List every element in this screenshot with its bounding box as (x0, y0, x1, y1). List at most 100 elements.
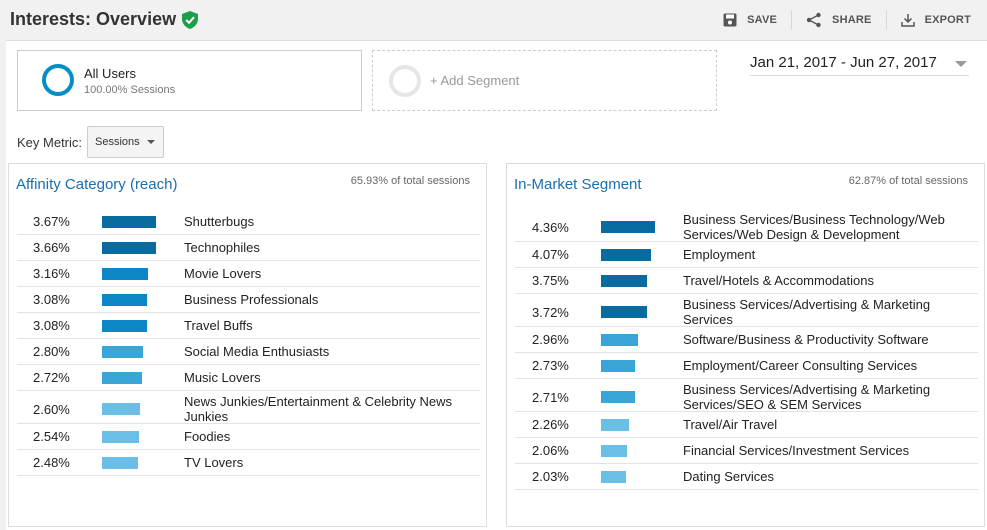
row-percent: 3.66% (33, 240, 70, 255)
affinity-table: Affinity Category (reach) 65.93% of tota… (8, 163, 487, 527)
row-bar (102, 216, 156, 228)
affinity-rows: 3.67% Shutterbugs 3.66% Technophiles 3.16% Mo… (17, 209, 480, 476)
table-row[interactable]: 2.54% Foodies (17, 424, 480, 450)
divider (885, 10, 887, 30)
export-icon (900, 14, 915, 27)
header-actions: SAVE SHARE EXPORT (709, 10, 971, 30)
row-bar (102, 294, 147, 306)
row-label: Business Services/Business Technology/We… (683, 212, 945, 242)
share-icon (806, 12, 821, 28)
row-bar (102, 268, 148, 280)
add-segment-button[interactable]: + Add Segment (372, 50, 717, 111)
row-label: Travel/Air Travel (683, 417, 778, 432)
row-percent: 3.08% (33, 292, 70, 307)
table-row[interactable]: 2.71% Business Services/Advertising & Mar… (515, 379, 978, 412)
row-bar (601, 221, 655, 233)
page-title: Interests: Overview (10, 9, 199, 30)
table-row[interactable]: 3.16% Movie Lovers (17, 261, 480, 287)
share-label: SHARE (832, 14, 872, 26)
row-bar (102, 242, 156, 254)
row-label: Business Professionals (184, 292, 319, 307)
row-label: Business Services/Advertising & Marketin… (683, 297, 931, 327)
affinity-title-link[interactable]: Affinity Category (reach) (16, 176, 178, 193)
table-row[interactable]: 3.08% Travel Buffs (17, 313, 480, 339)
report-panel: All Users 100.00% Sessions + Add Segment… (6, 40, 987, 530)
date-range-text: Jan 21, 2017 - Jun 27, 2017 (750, 54, 937, 71)
table-row[interactable]: 2.60% News Junkies/Entertainment & Celebr… (17, 391, 480, 424)
row-label: Technophiles (184, 240, 260, 255)
table-row[interactable]: 4.07% Employment (515, 242, 978, 268)
row-label: TV Lovers (184, 455, 244, 470)
row-bar (102, 403, 140, 415)
row-percent: 2.73% (532, 358, 569, 373)
table-row[interactable]: 3.67% Shutterbugs (17, 209, 480, 235)
table-row[interactable]: 2.80% Social Media Enthusiasts (17, 339, 480, 365)
segment-sessions: 100.00% Sessions (84, 84, 176, 96)
table-row[interactable]: 2.96% Software/Business & Productivity So… (515, 327, 978, 353)
row-percent: 2.26% (532, 417, 569, 432)
key-metric-select[interactable]: Sessions (87, 126, 164, 158)
row-percent: 2.96% (532, 332, 569, 347)
save-label: SAVE (747, 14, 778, 26)
inmarket-rows: 4.36% Business Services/Business Technolo… (515, 209, 978, 490)
key-metric-label: Key Metric: (17, 135, 83, 150)
divider (791, 10, 793, 30)
row-label: Foodies (184, 429, 231, 444)
table-row[interactable]: 3.66% Technophiles (17, 235, 480, 261)
table-row[interactable]: 2.48% TV Lovers (17, 450, 480, 476)
table-row[interactable]: 3.75% Travel/Hotels & Accommodations (515, 268, 978, 294)
row-percent: 4.36% (532, 220, 569, 235)
report-header: Interests: Overview SAVE SHARE (0, 0, 987, 40)
row-percent: 3.16% (33, 266, 70, 281)
row-label: Shutterbugs (184, 214, 255, 229)
key-metric-value: Sessions (95, 136, 140, 148)
row-label: Dating Services (683, 469, 775, 484)
row-bar (601, 334, 638, 346)
row-percent: 3.75% (532, 273, 569, 288)
table-row[interactable]: 2.73% Employment/Career Consulting Servic… (515, 353, 978, 379)
inmarket-title-link[interactable]: In-Market Segment (514, 176, 642, 193)
date-range-picker[interactable]: Jan 21, 2017 - Jun 27, 2017 (750, 54, 969, 76)
row-label: Employment/Career Consulting Services (683, 358, 918, 373)
row-label: Employment (683, 247, 756, 262)
save-icon (723, 13, 737, 27)
row-bar (601, 275, 647, 287)
row-label: News Junkies/Entertainment & Celebrity N… (184, 394, 453, 424)
segment-card-all-users[interactable]: All Users 100.00% Sessions (17, 50, 362, 111)
affinity-total: 65.93% of total sessions (350, 175, 470, 187)
table-row[interactable]: 2.06% Financial Services/Investment Servi… (515, 438, 978, 464)
row-percent: 2.03% (532, 469, 569, 484)
table-row[interactable]: 3.72% Business Services/Advertising & Mar… (515, 294, 978, 327)
row-percent: 2.72% (33, 370, 70, 385)
add-segment-label: + Add Segment (430, 73, 520, 88)
chevron-down-icon (955, 61, 967, 67)
table-row[interactable]: 4.36% Business Services/Business Technolo… (515, 209, 978, 242)
row-percent: 2.48% (33, 455, 70, 470)
row-label: Travel Buffs (184, 318, 253, 333)
row-bar (102, 320, 147, 332)
export-button[interactable]: EXPORT (887, 13, 971, 27)
row-percent: 3.67% (33, 214, 70, 229)
row-label: Travel/Hotels & Accommodations (683, 273, 874, 288)
row-label: Movie Lovers (184, 266, 262, 281)
table-row[interactable]: 2.26% Travel/Air Travel (515, 412, 978, 438)
segment-ring-icon (42, 64, 74, 96)
row-percent: 2.71% (532, 390, 569, 405)
row-percent: 3.08% (33, 318, 70, 333)
segment-name: All Users (84, 66, 137, 81)
row-bar (601, 249, 651, 261)
row-label: Business Services/Advertising & Marketin… (683, 382, 931, 412)
row-bar (601, 391, 635, 403)
row-bar (601, 306, 647, 318)
save-button[interactable]: SAVE (709, 13, 791, 27)
row-percent: 2.06% (532, 443, 569, 458)
share-button[interactable]: SHARE (792, 12, 886, 28)
table-row[interactable]: 2.03% Dating Services (515, 464, 978, 490)
table-row[interactable]: 3.08% Business Professionals (17, 287, 480, 313)
row-bar (601, 419, 629, 431)
row-label: Financial Services/Investment Services (683, 443, 910, 458)
add-segment-ring-icon (389, 65, 421, 97)
inmarket-table: In-Market Segment 62.87% of total sessio… (506, 163, 985, 527)
table-row[interactable]: 2.72% Music Lovers (17, 365, 480, 391)
row-bar (102, 372, 142, 384)
